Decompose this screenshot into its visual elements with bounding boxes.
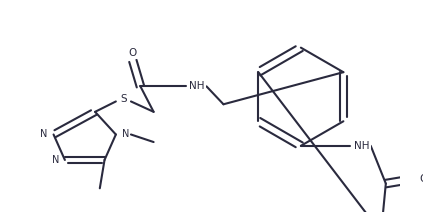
Text: S: S xyxy=(120,94,127,104)
Text: NH: NH xyxy=(189,81,205,91)
Text: O: O xyxy=(420,174,423,184)
Text: N: N xyxy=(121,129,129,140)
Text: NH: NH xyxy=(354,141,370,151)
Text: N: N xyxy=(52,155,59,165)
Text: N: N xyxy=(41,129,48,140)
Text: O: O xyxy=(129,48,137,58)
